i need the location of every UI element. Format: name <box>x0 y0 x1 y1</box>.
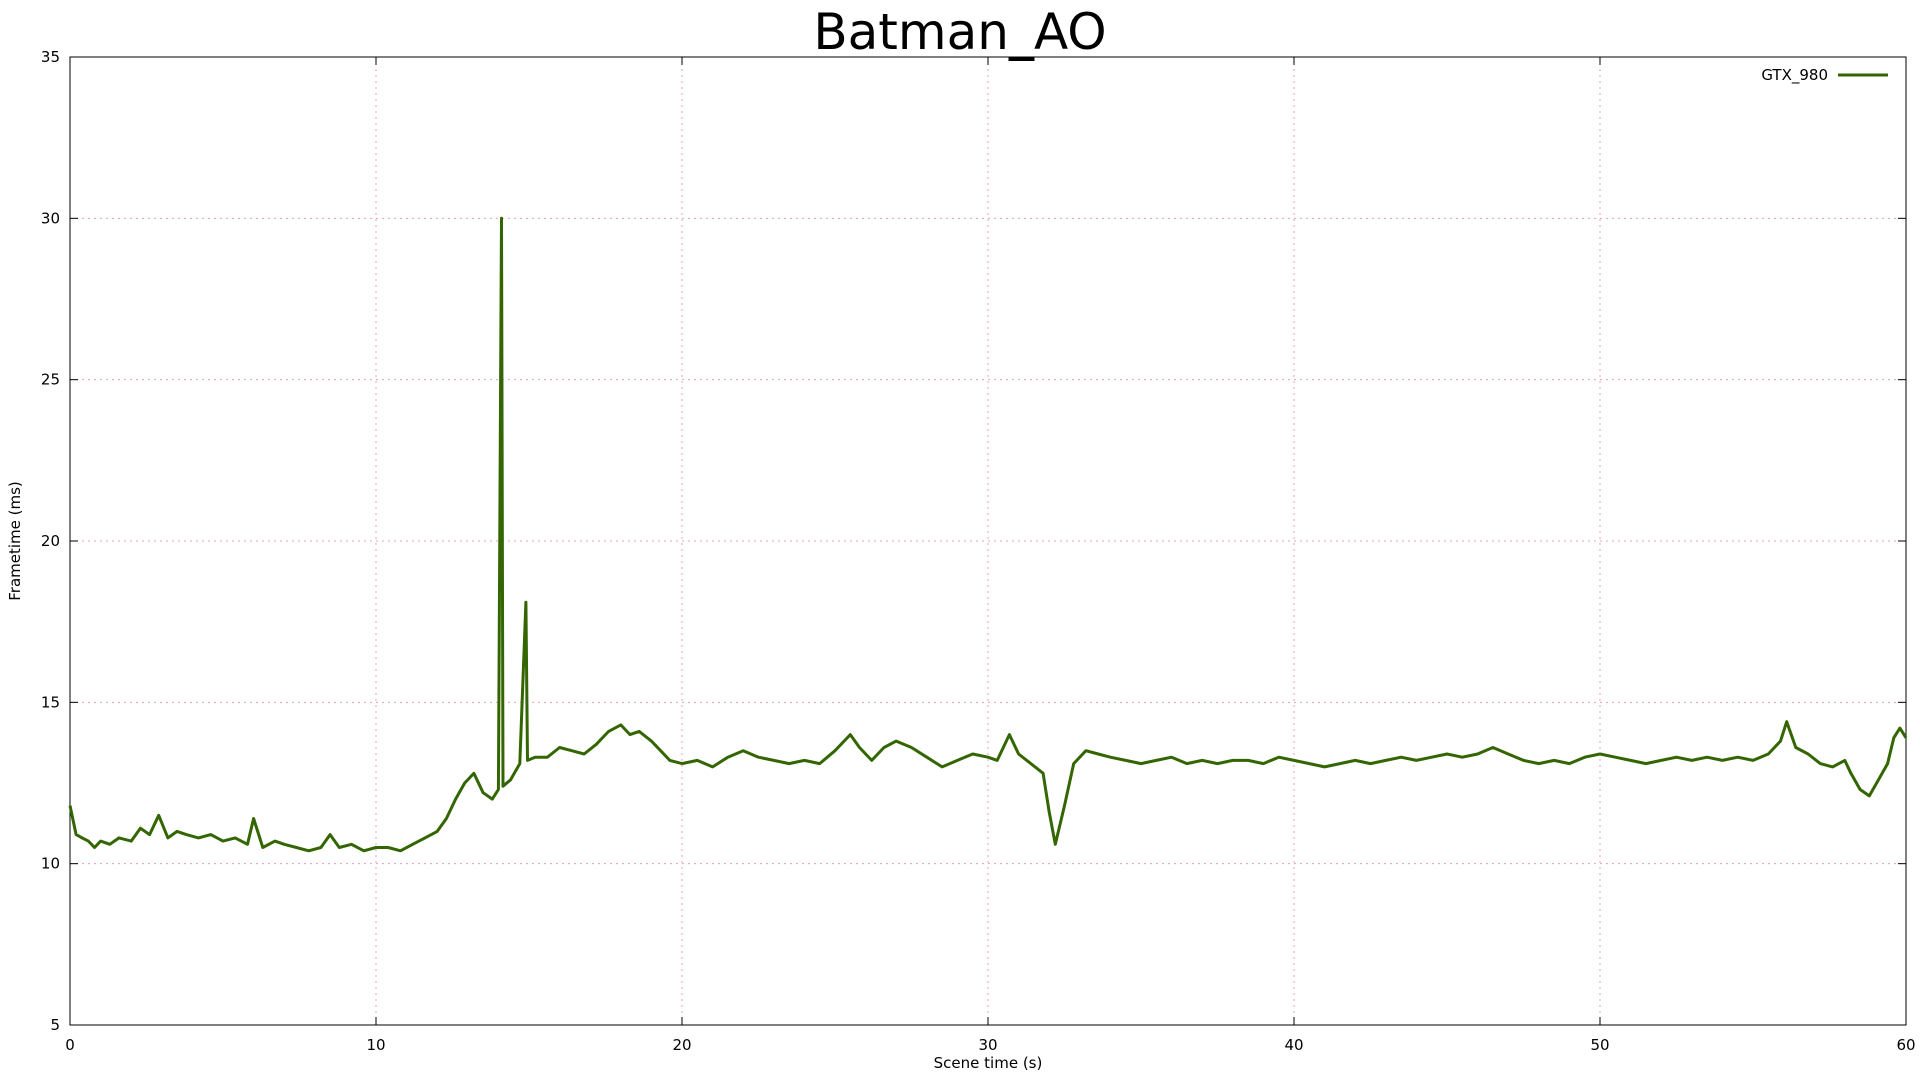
x-tick-label: 10 <box>366 1036 385 1054</box>
y-tick-label: 35 <box>41 48 60 66</box>
x-tick-label: 60 <box>1896 1036 1915 1054</box>
y-tick-label: 25 <box>41 371 60 389</box>
x-tick-label: 40 <box>1284 1036 1303 1054</box>
y-axis-label: Frametime (ms) <box>6 481 24 601</box>
y-tick-label: 10 <box>41 855 60 873</box>
legend-label: GTX_980 <box>1761 66 1828 85</box>
chart-title: Batman_AO <box>813 3 1107 61</box>
x-axis-label: Scene time (s) <box>934 1054 1043 1072</box>
x-tick-label: 20 <box>672 1036 691 1054</box>
x-tick-label: 30 <box>978 1036 997 1054</box>
x-tick-label: 0 <box>65 1036 75 1054</box>
y-tick-label: 20 <box>41 532 60 550</box>
series-line <box>68 216 1908 853</box>
x-tick-label: 50 <box>1590 1036 1609 1054</box>
y-tick-label: 30 <box>41 209 60 227</box>
y-tick-label: 5 <box>50 1016 60 1034</box>
y-tick-label: 15 <box>41 693 60 711</box>
